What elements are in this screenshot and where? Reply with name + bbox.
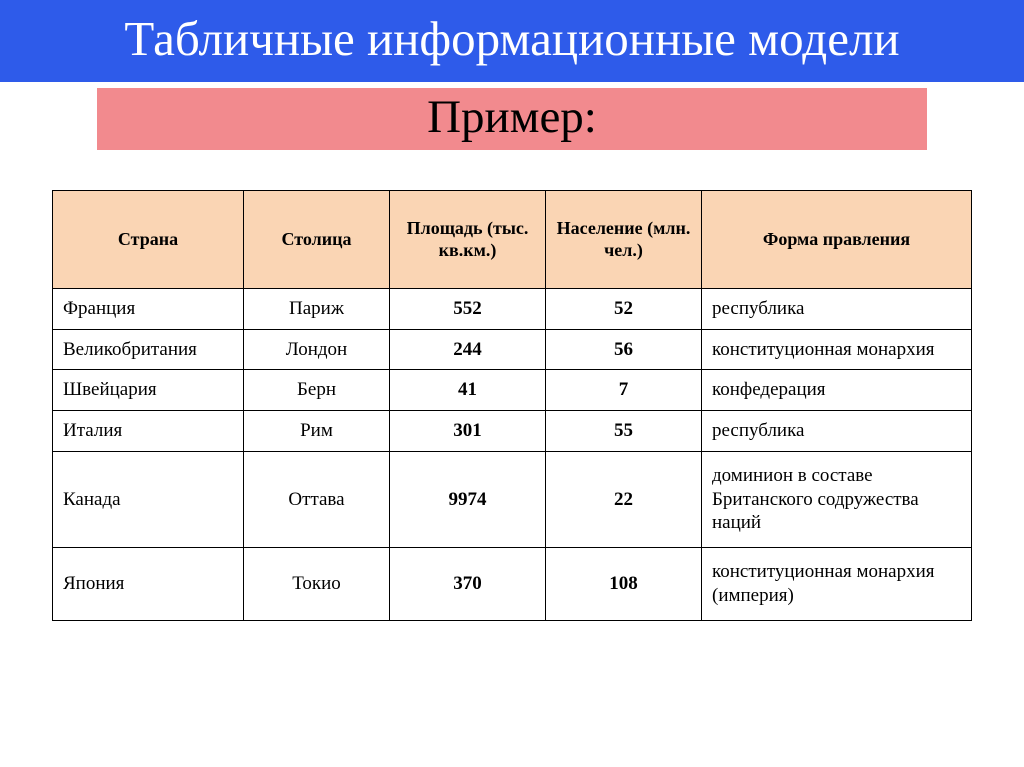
- cell-capital: Берн: [244, 370, 390, 411]
- cell-country: Италия: [53, 411, 244, 452]
- cell-area: 370: [390, 548, 546, 621]
- cell-government: конфедерация: [702, 370, 972, 411]
- cell-capital: Париж: [244, 288, 390, 329]
- cell-population: 108: [546, 548, 702, 621]
- cell-area: 41: [390, 370, 546, 411]
- table-row: Великобритания Лондон 244 56 конституцио…: [53, 329, 972, 370]
- cell-population: 7: [546, 370, 702, 411]
- col-header-capital: Столица: [244, 190, 390, 288]
- table-row: Япония Токио 370 108 конституционная мон…: [53, 548, 972, 621]
- table-row: Канада Оттава 9974 22 доминион в составе…: [53, 451, 972, 547]
- table-header-row: Страна Столица Площадь (тыс. кв.км.) Нас…: [53, 190, 972, 288]
- cell-government: республика: [702, 288, 972, 329]
- table-row: Италия Рим 301 55 республика: [53, 411, 972, 452]
- page-title: Табличные информационные модели: [0, 0, 1024, 82]
- cell-population: 22: [546, 451, 702, 547]
- cell-population: 56: [546, 329, 702, 370]
- table-wrap: Страна Столица Площадь (тыс. кв.км.) Нас…: [0, 190, 1024, 621]
- cell-country: Великобритания: [53, 329, 244, 370]
- countries-table: Страна Столица Площадь (тыс. кв.км.) Нас…: [52, 190, 972, 621]
- cell-capital: Рим: [244, 411, 390, 452]
- cell-government: доминион в составе Британского содружест…: [702, 451, 972, 547]
- cell-population: 52: [546, 288, 702, 329]
- col-header-country: Страна: [53, 190, 244, 288]
- cell-capital: Оттава: [244, 451, 390, 547]
- col-header-area: Площадь (тыс. кв.км.): [390, 190, 546, 288]
- cell-government: республика: [702, 411, 972, 452]
- cell-country: Канада: [53, 451, 244, 547]
- cell-country: Швейцария: [53, 370, 244, 411]
- cell-capital: Токио: [244, 548, 390, 621]
- col-header-population: Население (млн. чел.): [546, 190, 702, 288]
- subtitle: Пример:: [97, 88, 927, 150]
- table-row: Франция Париж 552 52 республика: [53, 288, 972, 329]
- table-row: Швейцария Берн 41 7 конфедерация: [53, 370, 972, 411]
- cell-government: конституционная монархия: [702, 329, 972, 370]
- cell-area: 552: [390, 288, 546, 329]
- cell-area: 9974: [390, 451, 546, 547]
- cell-area: 244: [390, 329, 546, 370]
- cell-capital: Лондон: [244, 329, 390, 370]
- cell-country: Франция: [53, 288, 244, 329]
- col-header-government: Форма правления: [702, 190, 972, 288]
- cell-population: 55: [546, 411, 702, 452]
- cell-country: Япония: [53, 548, 244, 621]
- cell-government: конституционная монархия (империя): [702, 548, 972, 621]
- subtitle-wrap: Пример:: [0, 88, 1024, 150]
- cell-area: 301: [390, 411, 546, 452]
